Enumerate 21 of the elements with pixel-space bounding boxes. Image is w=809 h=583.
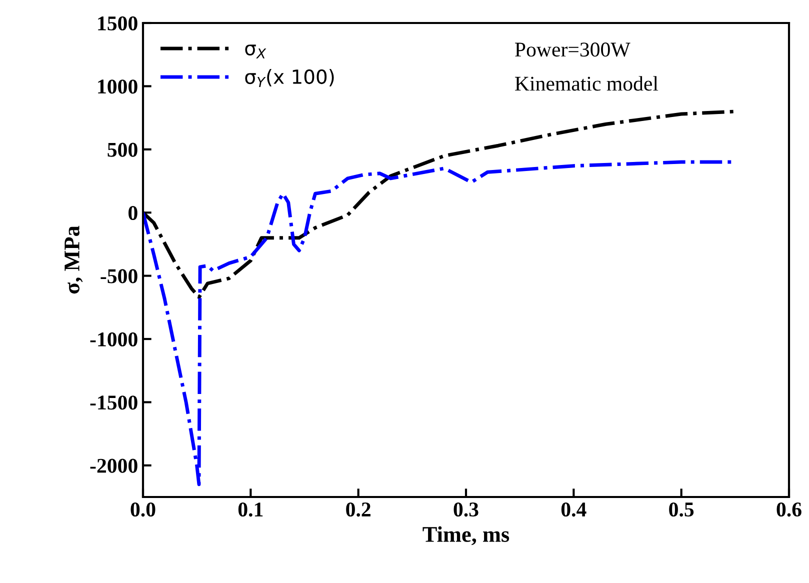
x-tick-label: 0.3 xyxy=(454,502,478,517)
x-tick-label: 0.5 xyxy=(669,502,694,517)
annotation: Power=300W xyxy=(515,42,630,57)
y-tick-label: 500 xyxy=(108,142,138,157)
y-tick-label: 1500 xyxy=(98,16,138,30)
legend-label: σ$_{X}$ xyxy=(245,44,266,58)
legend-label: σ$_{Y}$(x 100) xyxy=(245,69,334,87)
x-tick-label: 0.1 xyxy=(238,502,263,517)
annotation: Kinematic model xyxy=(515,76,658,91)
y-tick-label: 1000 xyxy=(98,80,138,94)
x-tick-label: 0.6 xyxy=(776,502,802,517)
y-tick-label: -500 xyxy=(100,269,138,284)
y-tick-label: -1500 xyxy=(90,396,138,410)
x-tick-label: 0.0 xyxy=(130,502,156,517)
y-tick-label: -1000 xyxy=(90,332,138,346)
x-tick-label: 0.2 xyxy=(346,502,370,517)
x-tick-label: 0.4 xyxy=(561,502,586,517)
y-axis-title: σ, MPa xyxy=(64,226,83,294)
y-tick-label: -2000 xyxy=(90,458,138,473)
x-axis-title: Time, ms xyxy=(422,526,510,546)
y-tick-label: 0 xyxy=(128,206,138,220)
